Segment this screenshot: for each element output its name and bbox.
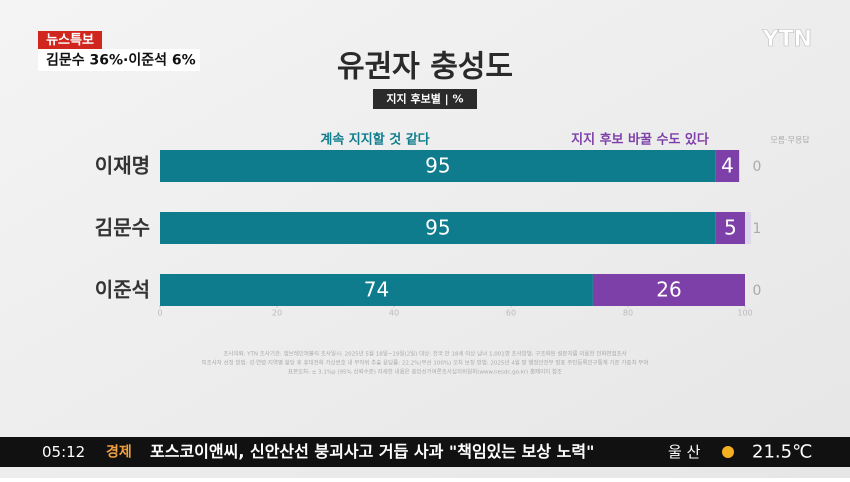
headline: 김문수 36%·이준석 6% bbox=[46, 52, 196, 69]
category-label: 이재명 bbox=[95, 154, 150, 178]
subtitle: 지지 후보별 | % bbox=[386, 92, 463, 106]
value-label: 95 bbox=[425, 154, 450, 178]
x-tick-label: 40 bbox=[389, 309, 399, 318]
series-label: 계속 지지할 것 같다 bbox=[320, 132, 429, 148]
ticker-bar bbox=[0, 437, 850, 467]
x-tick-label: 80 bbox=[623, 309, 633, 318]
ticker-time: 05:12 bbox=[42, 443, 85, 461]
value-label: 0 bbox=[753, 283, 762, 299]
chart-title: 유권자 충성도 bbox=[337, 50, 513, 85]
note: 조사의뢰: YTN 조사기관: 엠브레인퍼블릭 조사일시: 2025년 5월 1… bbox=[223, 350, 626, 358]
value-label: 95 bbox=[425, 216, 450, 240]
value-label: 4 bbox=[721, 154, 734, 178]
logo: YTN bbox=[762, 27, 812, 52]
notes: 조사의뢰: YTN 조사기관: 엠브레인퍼블릭 조사일시: 2025년 5월 1… bbox=[202, 350, 649, 376]
value-label: 1 bbox=[753, 221, 762, 237]
series-label: 모름·무응답 bbox=[770, 135, 810, 145]
category-label: 이준석 bbox=[95, 278, 150, 302]
x-tick-label: 100 bbox=[737, 309, 752, 318]
ticker-section: 경제 bbox=[106, 444, 132, 461]
bar-segment bbox=[592, 274, 745, 306]
value-label: 26 bbox=[656, 278, 681, 302]
badge-box bbox=[38, 31, 102, 49]
bar-segment bbox=[745, 212, 751, 244]
bar-segment bbox=[160, 274, 593, 306]
subtitle-box bbox=[373, 89, 477, 109]
bar-segment bbox=[715, 212, 745, 244]
bar-segment bbox=[715, 150, 740, 182]
value-label: 0 bbox=[753, 159, 762, 175]
note: 피조사자 선정 방법: 성·연령·지역별 할당 후 휴대전화 가상번호 내 무작… bbox=[202, 359, 649, 367]
note: 표본오차: ± 3.1%p (95% 신뢰수준) 자세한 내용은 중앙선거여론조… bbox=[288, 368, 562, 376]
bar-segment bbox=[160, 212, 716, 244]
x-tick-label: 20 bbox=[272, 309, 282, 318]
ticker-temp: 21.5℃ bbox=[752, 442, 812, 463]
bar-segment bbox=[160, 150, 716, 182]
badge: 뉴스특보 bbox=[46, 33, 94, 48]
sun-icon bbox=[722, 446, 734, 458]
series-label: 지지 후보 바꿀 수도 있다 bbox=[571, 132, 709, 148]
value-label: 5 bbox=[724, 216, 737, 240]
ticker-city: 울 산 bbox=[668, 443, 701, 461]
ticker-text: 포스코이앤씨, 신안산선 붕괴사고 거듭 사과 "책임있는 보상 노력" bbox=[150, 442, 594, 461]
category-label: 김문수 bbox=[95, 216, 150, 240]
headline-box bbox=[38, 49, 200, 71]
x-tick-label: 60 bbox=[506, 309, 516, 318]
value-label: 74 bbox=[364, 278, 389, 302]
x-tick-label: 0 bbox=[157, 309, 162, 318]
